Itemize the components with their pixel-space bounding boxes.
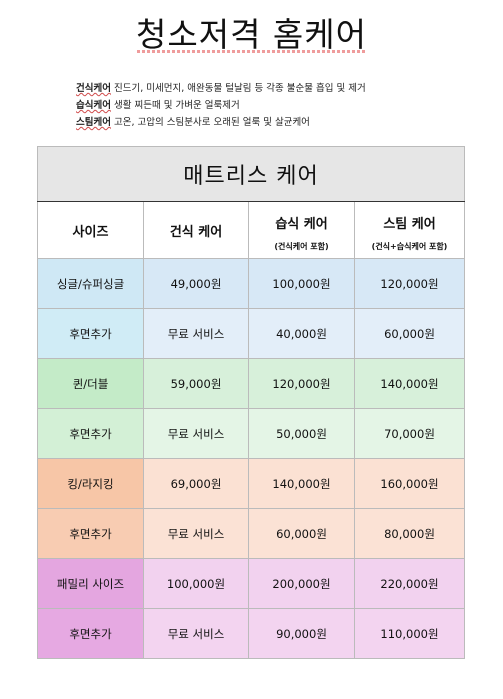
size-cell: 싱글/슈퍼싱글 [37, 258, 144, 309]
table-header-row: 사이즈 건식 케어 습식 케어 (건식케어 포함) 스팀 케어 (건식+습식케어… [37, 201, 465, 259]
dry-price-cell: 무료 서비스 [143, 308, 249, 359]
steam-price-cell: 160,000원 [354, 458, 465, 509]
description-term: 스팀케어 [76, 117, 111, 128]
dry-price-cell: 100,000원 [143, 558, 249, 609]
table-row: 후면추가 무료 서비스 50,000원 70,000원 [37, 408, 465, 459]
dry-price-cell: 무료 서비스 [143, 408, 249, 459]
header-size: 사이즈 [37, 201, 144, 259]
table-row: 싱글/슈퍼싱글 49,000원 100,000원 120,000원 [37, 258, 465, 309]
page-title: 청소저격 홈케어 [135, 15, 367, 54]
description-dry: 건식케어 진드기, 미세먼지, 애완동물 털날림 등 각종 불순물 흡입 및 제… [76, 80, 366, 94]
size-cell: 후면추가 [37, 408, 144, 459]
size-cell: 킹/라지킹 [37, 458, 144, 509]
steam-price-cell: 80,000원 [354, 508, 465, 559]
header-dry-label: 건식 케어 [169, 224, 223, 240]
dry-price-cell: 59,000원 [143, 358, 249, 409]
steam-price-cell: 110,000원 [354, 608, 465, 659]
wet-price-cell: 200,000원 [248, 558, 355, 609]
steam-price-cell: 70,000원 [354, 408, 465, 459]
description-text: 고온, 고압의 스팀분사로 오래된 얼룩 및 살균케어 [110, 117, 310, 128]
description-text: 진드기, 미세먼지, 애완동물 털날림 등 각종 불순물 흡입 및 제거 [110, 83, 366, 94]
header-steam: 스팀 케어 (건식+습식케어 포함) [354, 201, 465, 259]
header-wet-label: 습식 케어 [275, 216, 328, 232]
description-term: 건식케어 [76, 83, 111, 94]
steam-price-cell: 140,000원 [354, 358, 465, 409]
dry-price-cell: 69,000원 [143, 458, 249, 509]
steam-price-cell: 120,000원 [354, 258, 465, 309]
table-row: 후면추가 무료 서비스 60,000원 80,000원 [37, 508, 465, 559]
size-cell: 후면추가 [37, 608, 144, 659]
description-steam: 스팀케어 고온, 고압의 스팀분사로 오래된 얼룩 및 살균케어 [76, 114, 310, 128]
header-wet: 습식 케어 (건식케어 포함) [248, 201, 355, 259]
wet-price-cell: 100,000원 [248, 258, 355, 309]
table-row: 퀸/더블 59,000원 120,000원 140,000원 [37, 358, 465, 409]
table-row: 패밀리 사이즈 100,000원 200,000원 220,000원 [37, 558, 465, 609]
description-term: 습식케어 [76, 100, 111, 111]
spellcheck-underline [137, 50, 366, 53]
wet-price-cell: 50,000원 [248, 408, 355, 459]
header-steam-sub: (건식+습식케어 포함) [371, 241, 448, 251]
description-wet: 습식케어 생활 찌든때 및 가벼운 얼룩제거 [76, 97, 240, 111]
description-text: 생활 찌든때 및 가벼운 얼룩제거 [110, 100, 240, 111]
table-caption: 매트리스 케어 [37, 146, 465, 202]
table-row: 킹/라지킹 69,000원 140,000원 160,000원 [37, 458, 465, 509]
wet-price-cell: 140,000원 [248, 458, 355, 509]
wet-price-cell: 60,000원 [248, 508, 355, 559]
wet-price-cell: 120,000원 [248, 358, 355, 409]
dry-price-cell: 무료 서비스 [143, 608, 249, 659]
size-cell: 후면추가 [37, 508, 144, 559]
size-cell: 퀸/더블 [37, 358, 144, 409]
size-cell: 후면추가 [37, 308, 144, 359]
header-wet-sub: (건식케어 포함) [274, 241, 329, 251]
steam-price-cell: 60,000원 [354, 308, 465, 359]
price-table: 매트리스 케어 사이즈 건식 케어 습식 케어 (건식케어 포함) 스팀 케어 … [37, 146, 465, 659]
table-row: 후면추가 무료 서비스 90,000원 110,000원 [37, 608, 465, 659]
table-row: 후면추가 무료 서비스 40,000원 60,000원 [37, 308, 465, 359]
size-cell: 패밀리 사이즈 [37, 558, 144, 609]
header-dry: 건식 케어 [143, 201, 249, 259]
steam-price-cell: 220,000원 [354, 558, 465, 609]
header-steam-label: 스팀 케어 [383, 216, 436, 232]
wet-price-cell: 90,000원 [248, 608, 355, 659]
dry-price-cell: 49,000원 [143, 258, 249, 309]
header-size-label: 사이즈 [72, 224, 109, 240]
dry-price-cell: 무료 서비스 [143, 508, 249, 559]
wet-price-cell: 40,000원 [248, 308, 355, 359]
